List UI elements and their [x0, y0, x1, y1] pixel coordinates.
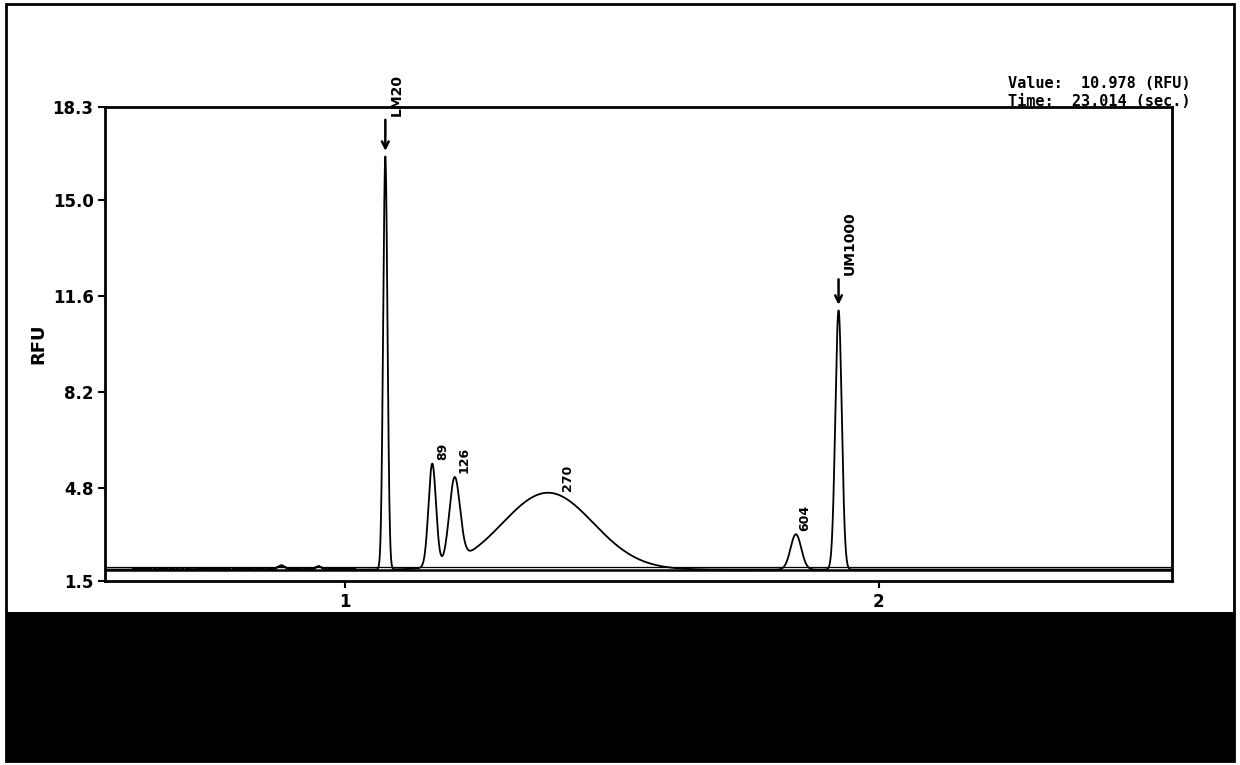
Text: 89: 89 — [436, 443, 449, 460]
Text: UM1000: UM1000 — [843, 211, 857, 275]
Text: 604: 604 — [799, 504, 811, 531]
Text: 126: 126 — [458, 447, 470, 473]
Text: LM20: LM20 — [389, 73, 403, 116]
Text: 270: 270 — [562, 465, 574, 491]
Text: Value:  10.978 (RFU)
Time:  23.014 (sec.): Value: 10.978 (RFU) Time: 23.014 (sec.) — [1008, 76, 1190, 109]
X-axis label: Migration time(min): Migration time(min) — [537, 617, 740, 635]
Y-axis label: RFU: RFU — [29, 324, 47, 364]
